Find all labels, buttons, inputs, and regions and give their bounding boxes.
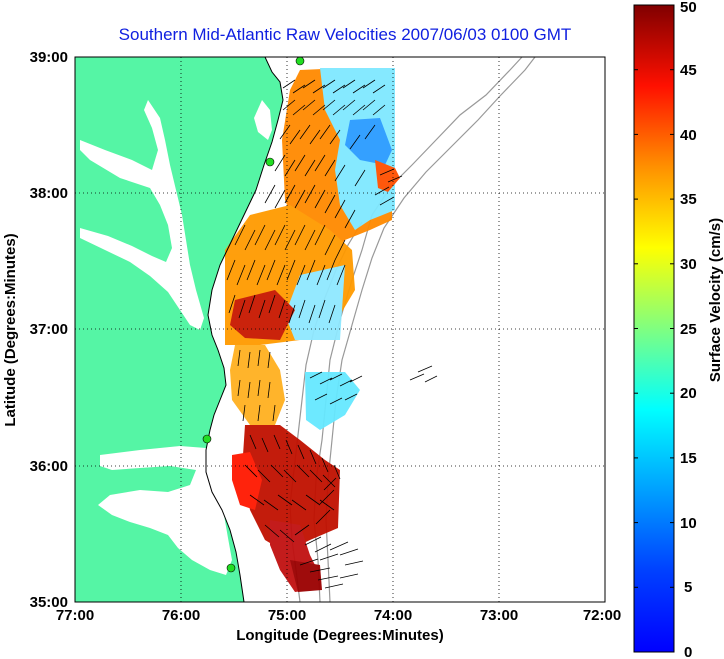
radar-station-marker	[265, 157, 275, 167]
x-tick-label: 72:00	[583, 607, 621, 624]
x-tick-labels: 77:00 76:00 75:00 74:00 73:00 72:00	[56, 607, 621, 624]
y-tick-label: 36:00	[30, 458, 68, 475]
x-tick-label: 74:00	[374, 607, 412, 624]
map-grid	[75, 57, 605, 602]
x-tick-label: 77:00	[56, 607, 94, 624]
colorbar-tick-labels: 50 45 40 35 30 25 20 15 10 5 0	[680, 0, 697, 659]
colorbar-ticks	[634, 69, 674, 588]
x-tick-label: 75:00	[268, 607, 306, 624]
delaware-bay	[254, 100, 272, 140]
colorbar-tick-label: 50	[680, 0, 697, 16]
colorbar	[633, 4, 675, 653]
colorbar-tick-label: 35	[680, 191, 697, 208]
y-tick-label: 35:00	[30, 594, 68, 611]
colorbar-label: Surface Velocity (cm/s)	[707, 218, 724, 382]
colorbar-tick-label: 45	[680, 62, 697, 79]
coastline	[205, 57, 284, 602]
colorbar-tick-label: 30	[680, 256, 697, 273]
radar-station-marker	[202, 434, 212, 444]
plot-frame	[74, 56, 606, 603]
colorbar-tick-label: 10	[680, 515, 697, 532]
colorbar-tick-label: 25	[680, 321, 697, 338]
velocity-vectors	[226, 79, 438, 589]
y-tick-label: 38:00	[30, 185, 68, 202]
map-plot-area	[75, 57, 605, 602]
figure-title: Southern Mid-Atlantic Raw Velocities 200…	[119, 25, 572, 44]
colorbar-tick-label: 0	[684, 644, 692, 659]
colorbar-tick-label: 5	[684, 579, 692, 596]
y-tick-label: 39:00	[30, 49, 68, 66]
radar-station-marker	[226, 563, 236, 573]
radar-stations	[202, 57, 305, 573]
y-axis-label: Latitude (Degrees:Minutes)	[2, 233, 19, 426]
y-tick-labels: 39:00 38:00 37:00 36:00 35:00	[30, 49, 68, 611]
colorbar-tick-label: 20	[680, 385, 697, 402]
y-tick-label: 37:00	[30, 321, 68, 338]
x-tick-label: 73:00	[480, 607, 518, 624]
radar-station-marker	[295, 57, 305, 66]
x-tick-label: 76:00	[162, 607, 200, 624]
pamlico-sound	[98, 446, 232, 575]
colorbar-tick-label: 15	[680, 450, 697, 467]
colorbar-tick-label: 40	[680, 127, 697, 144]
velocity-field	[225, 68, 400, 592]
x-axis-label: Longitude (Degrees:Minutes)	[236, 627, 444, 644]
chesapeake-bay	[80, 100, 204, 330]
